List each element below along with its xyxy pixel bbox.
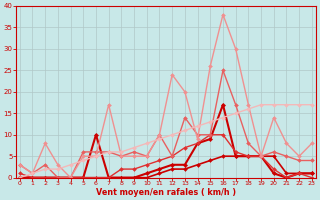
X-axis label: Vent moyen/en rafales ( km/h ): Vent moyen/en rafales ( km/h )	[96, 188, 236, 197]
